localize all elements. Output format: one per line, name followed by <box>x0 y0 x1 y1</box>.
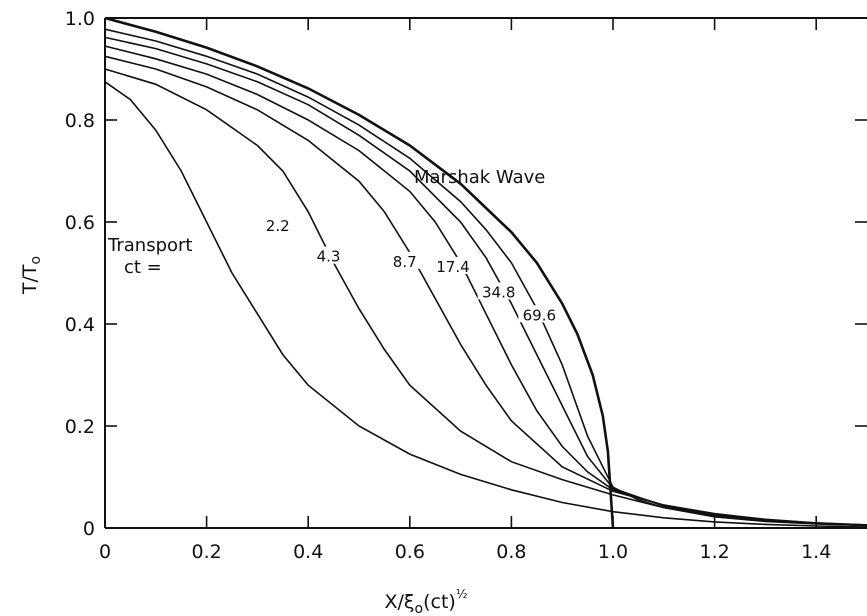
series-label-ct: 17.4 <box>436 258 469 276</box>
series-label-ct: 8.7 <box>393 253 417 271</box>
x-tick-label: 0.6 <box>395 541 425 563</box>
marshak-wave-line <box>104 16 615 529</box>
series-line-ct-2-2 <box>104 81 867 528</box>
ct-label: ct = <box>124 257 162 278</box>
series-line-ct-17-4 <box>104 45 867 526</box>
series-label-bg <box>261 216 295 234</box>
x-tick-label: 1.2 <box>699 541 729 563</box>
series-label-bg <box>388 251 422 269</box>
x-axis: 0 0.2 0.4 0.6 0.8 1.0 1.2 1.4 <box>99 18 831 563</box>
y-tick-label: 0.8 <box>65 110 95 132</box>
series-label-bg <box>477 282 520 300</box>
series-line-ct-69-6 <box>104 28 867 527</box>
plot-frame <box>104 17 867 529</box>
annotations: 2.2 4.3 8.7 17.4 34.8 69.6 <box>261 216 561 324</box>
x-axis-title: X/ξo(ct)½ <box>385 587 468 616</box>
y-tick-label: 0.2 <box>65 416 95 438</box>
y-tick-label: 0.6 <box>65 212 95 234</box>
y-tick-label: 0.4 <box>65 314 95 336</box>
series-label-ct: 2.2 <box>266 217 290 235</box>
series-label-bg <box>431 256 474 274</box>
y-axis-title: T/To <box>19 256 44 295</box>
y-tick-label: 1.0 <box>65 8 95 30</box>
series-line-ct-34-8 <box>104 36 867 527</box>
marshak-wave-label: Marshak Wave <box>414 167 545 188</box>
transport-label: Transport <box>107 235 192 256</box>
series-label-bg <box>312 246 346 264</box>
y-tick-label: 0 <box>83 518 95 540</box>
series-label-ct: 34.8 <box>482 283 515 301</box>
series-label-bg <box>518 305 561 323</box>
y-axis: 0 0.2 0.4 0.6 0.8 1.0 <box>65 8 867 540</box>
x-tick-label: 1.4 <box>801 541 831 563</box>
series-label-ct: 4.3 <box>317 248 341 266</box>
x-tick-label: 0 <box>99 541 111 563</box>
series-label-ct: 69.6 <box>523 306 556 324</box>
x-tick-label: 0.4 <box>293 541 323 563</box>
x-tick-label: 1.0 <box>598 541 628 563</box>
x-tick-label: 0.8 <box>496 541 526 563</box>
plot-area <box>104 16 867 529</box>
x-tick-label: 0.2 <box>191 541 221 563</box>
